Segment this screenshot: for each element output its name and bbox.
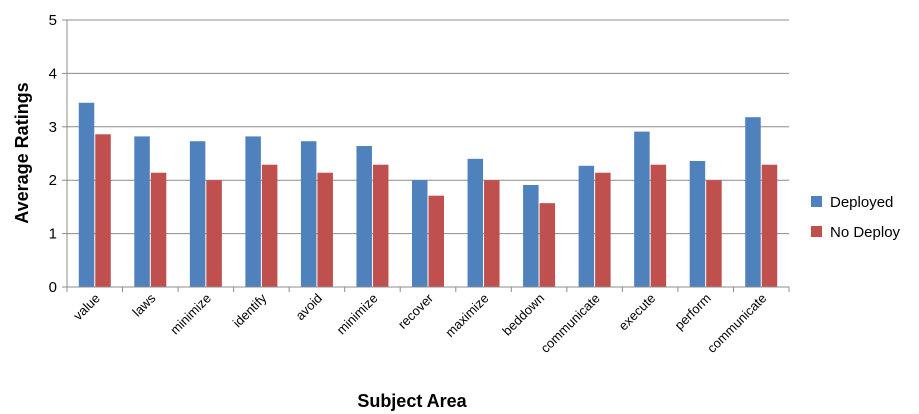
x-category-label: laws bbox=[129, 290, 158, 319]
legend: Deployed No Deploy bbox=[811, 194, 901, 241]
bar-no-deploy-9 bbox=[595, 172, 611, 287]
x-axis bbox=[66, 20, 790, 292]
x-category-label: execute bbox=[615, 291, 658, 334]
x-category-label: perform bbox=[672, 291, 714, 333]
bar-no-deploy-12 bbox=[761, 164, 778, 287]
legend-swatch-no-deploy bbox=[811, 226, 822, 237]
bar-deployed-5 bbox=[356, 146, 372, 287]
bars bbox=[78, 102, 778, 288]
x-axis-title: Subject Area bbox=[357, 391, 467, 411]
y-tick-label: 2 bbox=[49, 172, 57, 189]
bar-deployed-3 bbox=[245, 136, 261, 287]
legend-label-deployed: Deployed bbox=[830, 194, 893, 211]
x-category-label: communicate bbox=[537, 291, 602, 356]
bar-no-deploy-7 bbox=[484, 180, 500, 287]
bar-deployed-9 bbox=[578, 165, 595, 287]
bar-no-deploy-2 bbox=[206, 180, 222, 287]
bar-no-deploy-10 bbox=[650, 164, 667, 287]
bar-deployed-4 bbox=[300, 141, 317, 287]
bar-no-deploy-0 bbox=[95, 134, 111, 287]
x-category-label: recover bbox=[395, 290, 437, 332]
y-axis-title: Average Ratings bbox=[12, 82, 32, 223]
x-category-label: maximize bbox=[442, 291, 491, 340]
bar-no-deploy-3 bbox=[261, 164, 278, 287]
x-category-label: beddown bbox=[499, 291, 547, 339]
bar-no-deploy-1 bbox=[150, 172, 167, 287]
legend-swatch-deployed bbox=[811, 196, 822, 207]
x-category-label: communicate bbox=[704, 291, 769, 356]
y-tick-label: 3 bbox=[49, 119, 57, 136]
bar-deployed-10 bbox=[634, 131, 650, 287]
bar-deployed-12 bbox=[745, 117, 761, 287]
x-category-label: value bbox=[70, 291, 103, 324]
y-tick-label: 1 bbox=[49, 226, 57, 243]
bar-no-deploy-5 bbox=[372, 164, 389, 287]
bar-deployed-0 bbox=[78, 102, 95, 288]
y-tick-label: 0 bbox=[49, 279, 57, 296]
bar-no-deploy-11 bbox=[706, 180, 722, 287]
x-category-label: identify bbox=[230, 290, 270, 330]
legend-label-no-deploy: No Deploy bbox=[830, 224, 901, 241]
x-category-label: avoid bbox=[292, 291, 325, 324]
bar-no-deploy-8 bbox=[539, 203, 556, 287]
gridlines bbox=[67, 19, 789, 235]
bar-deployed-8 bbox=[523, 185, 539, 287]
bar-deployed-11 bbox=[689, 160, 706, 287]
y-tick-label: 4 bbox=[49, 65, 57, 82]
x-axis-categories: value laws minimize identify avoid minimize re… bbox=[70, 290, 769, 356]
y-tick-label: 5 bbox=[49, 12, 57, 29]
x-category-label: minimize bbox=[167, 291, 214, 338]
bar-no-deploy-6 bbox=[428, 195, 444, 287]
bar-deployed-2 bbox=[189, 141, 206, 287]
bar-no-deploy-4 bbox=[317, 172, 333, 287]
y-axis-ticks: 0 1 2 3 4 5 bbox=[49, 12, 67, 296]
bar-deployed-7 bbox=[467, 158, 484, 287]
bar-deployed-6 bbox=[412, 180, 428, 287]
bar-deployed-1 bbox=[134, 136, 150, 287]
x-category-label: minimize bbox=[334, 291, 381, 338]
